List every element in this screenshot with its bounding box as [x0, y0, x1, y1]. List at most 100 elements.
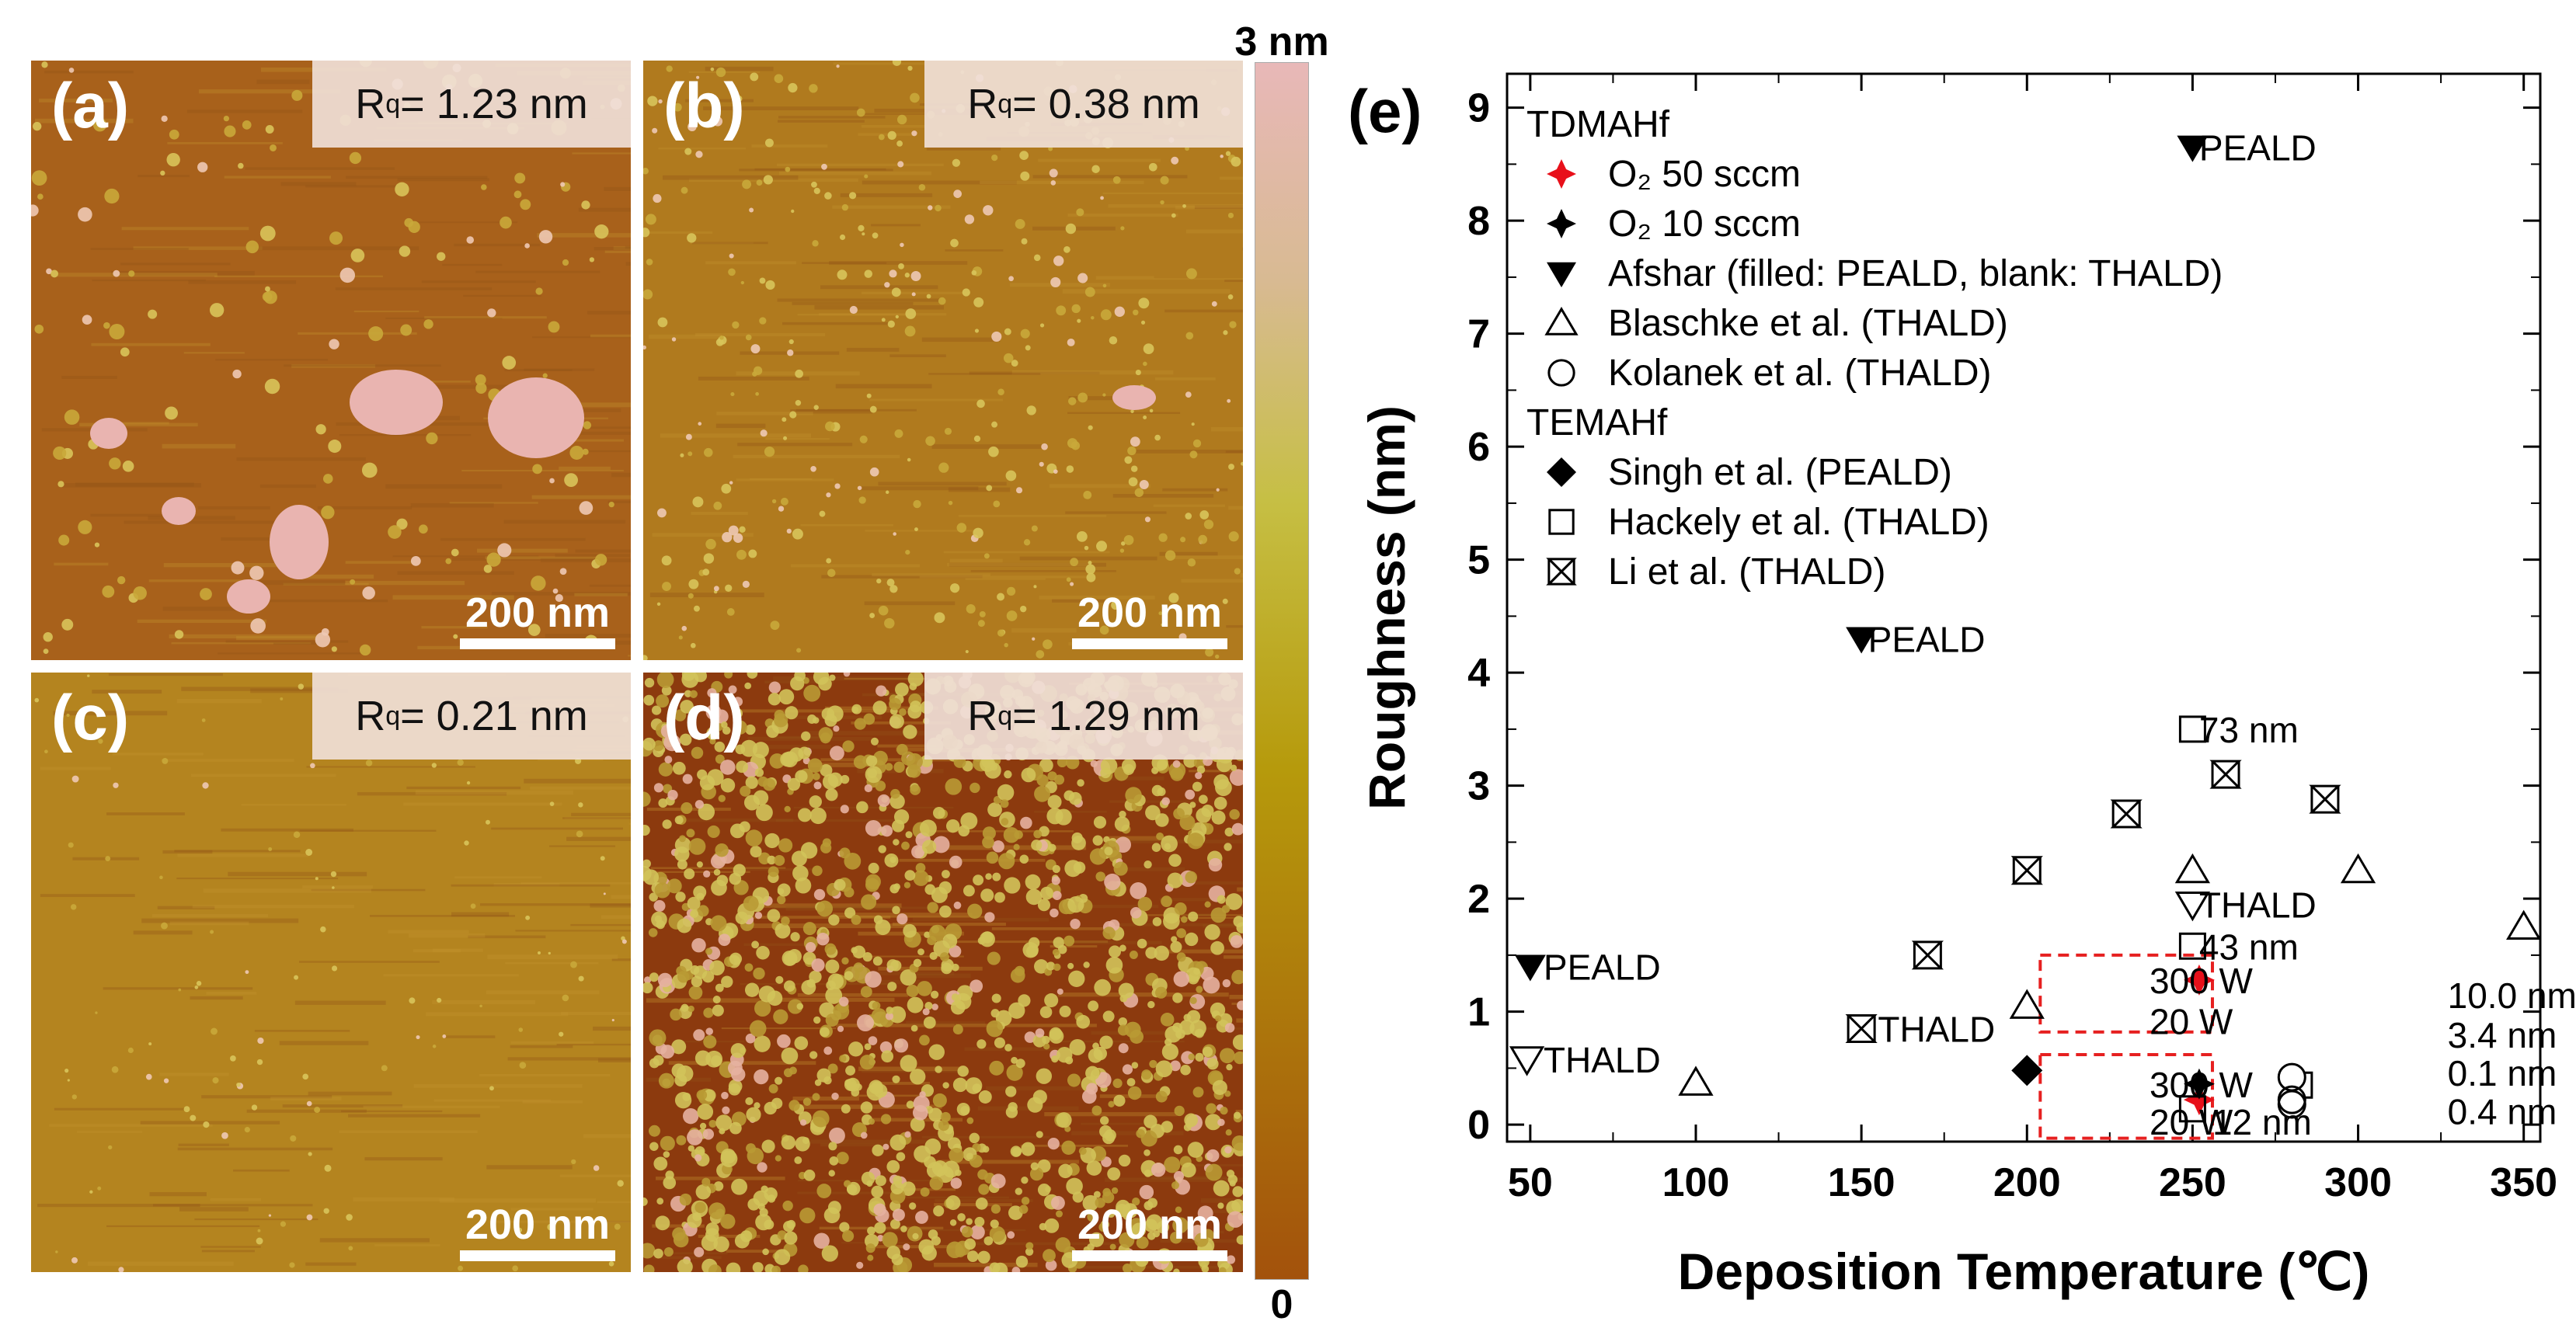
legend-entry-label: Blaschke et al. (THALD) — [1608, 303, 2008, 344]
data-point — [1514, 954, 1546, 982]
x-tick-label: 350 — [2490, 1160, 2557, 1205]
annotation: 300 W — [2150, 961, 2254, 1001]
afm-image-c — [31, 673, 631, 1272]
colorbar-min-label: 0 — [1270, 1282, 1293, 1327]
panel-label-b: (b) — [663, 71, 745, 141]
y-tick-label: 3 — [1467, 764, 1490, 809]
legend-marker — [1544, 306, 1579, 335]
panel-label-c: (c) — [51, 683, 130, 753]
legend-marker — [1546, 558, 1577, 586]
y-tick-label: 7 — [1467, 312, 1490, 357]
legend-entry-label: O₂ 10 sccm — [1608, 203, 1801, 245]
data-point — [2178, 715, 2206, 743]
annotation: 10.0 nm — [2448, 975, 2576, 1016]
x-tick-label: 100 — [1662, 1160, 1730, 1205]
legend-marker — [1547, 209, 1576, 238]
annotation: 20 W — [2150, 1102, 2233, 1142]
data-point — [2009, 989, 2045, 1019]
y-tick-label: 2 — [1467, 877, 1490, 922]
annotation: 73 nm — [2199, 710, 2299, 750]
legend-entry-label: Li et al. (THALD) — [1608, 551, 1885, 593]
y-tick-label: 8 — [1467, 199, 1490, 244]
scale-bar-c: 200 nm — [460, 1204, 615, 1261]
legend-entry-label: Afshar (filled: PEALD, blank: THALD) — [1608, 253, 2223, 294]
data-point — [2277, 1090, 2306, 1119]
afm-image-a — [31, 61, 631, 660]
data-point — [2177, 135, 2209, 162]
x-tick-label: 200 — [1993, 1160, 2061, 1205]
legend-entry-label: Kolanek et al. (THALD) — [1608, 353, 1992, 394]
annotation: 3.4 nm — [2448, 1015, 2557, 1055]
scale-bar-d: 200 nm — [1072, 1204, 1227, 1261]
x-tick-label: 250 — [2159, 1160, 2226, 1205]
x-tick-label: 150 — [1828, 1160, 1895, 1205]
afm-image-d — [643, 673, 1243, 1272]
data-point — [2178, 1095, 2206, 1123]
y-tick-label: 6 — [1467, 425, 1490, 470]
annotation: THALD — [2199, 885, 2317, 925]
legend-entry-label: O₂ 50 sccm — [1608, 154, 1801, 195]
roughness-chart: 0 1 2 3 4 5 6 7 8 9 50 100 150 200 250 300 350 Deposition… — [1348, 72, 2576, 1300]
colorbar — [1255, 62, 1309, 1280]
data-point — [2183, 1084, 2215, 1116]
data-point — [2011, 1055, 2043, 1086]
data-point — [2506, 909, 2542, 940]
panel-label-e: (e) — [1348, 77, 1422, 145]
y-tick-label: 5 — [1467, 538, 1490, 583]
data-point — [2340, 853, 2376, 884]
data-point — [2174, 891, 2211, 922]
highlight-box — [2038, 1052, 2214, 1140]
bracket — [2305, 1071, 2313, 1099]
x-axis-label: Deposition Temperature (℃) — [1678, 1243, 2370, 1300]
annotation: 300 W — [2150, 1065, 2254, 1105]
data-point — [2309, 784, 2341, 814]
y-tick-label: 9 — [1467, 86, 1490, 131]
data-point — [2110, 799, 2143, 829]
data-point — [1678, 1066, 1714, 1096]
annotation: PEALD — [1868, 620, 1986, 660]
x-tick-label: 300 — [2324, 1160, 2392, 1205]
panel-label-d: (d) — [663, 683, 745, 753]
scale-bar-a: 200 nm — [460, 592, 615, 649]
afm-image-b — [643, 61, 1243, 660]
data-point — [2174, 853, 2211, 884]
legend-entry-label: Singh et al. (PEALD) — [1608, 452, 1952, 493]
legend-marker — [1547, 262, 1576, 288]
data-point — [2183, 964, 2215, 996]
scale-bar-b: 200 nm — [1072, 592, 1227, 649]
colorbar-gradient — [1255, 62, 1309, 1280]
annotation: 0.1 nm — [2448, 1053, 2557, 1093]
annotation: 12 nm — [2212, 1102, 2312, 1142]
legend-marker — [1547, 457, 1576, 487]
y-tick-label: 1 — [1467, 990, 1490, 1035]
y-tick-label: 4 — [1467, 651, 1490, 696]
legend-entry-label: Hackely et al. (THALD) — [1608, 502, 1989, 543]
annotation: 0.4 nm — [2448, 1092, 2557, 1132]
data-point — [2010, 856, 2043, 885]
plot-frame — [1506, 72, 2542, 1143]
data-point — [1509, 1046, 1545, 1076]
annotation: 43 nm — [2199, 926, 2299, 967]
data-point — [2209, 760, 2242, 789]
panel-label-a: (a) — [51, 71, 130, 141]
colorbar-max-label: 3 nm — [1234, 19, 1329, 64]
data-point — [1846, 627, 1878, 654]
x-tick-label: 50 — [1508, 1160, 1553, 1205]
annotation: 20 W — [2150, 1001, 2233, 1041]
annotation: PEALD — [1544, 947, 1661, 987]
legend-marker — [1547, 159, 1576, 189]
y-axis-label: Roughness (nm) — [1358, 405, 1415, 810]
data-point — [1845, 1013, 1878, 1043]
legend-marker — [1548, 509, 1575, 535]
legend-marker — [1547, 359, 1575, 387]
annotation: PEALD — [2199, 128, 2317, 169]
legend-group-title: TDMAHf — [1526, 104, 1670, 145]
